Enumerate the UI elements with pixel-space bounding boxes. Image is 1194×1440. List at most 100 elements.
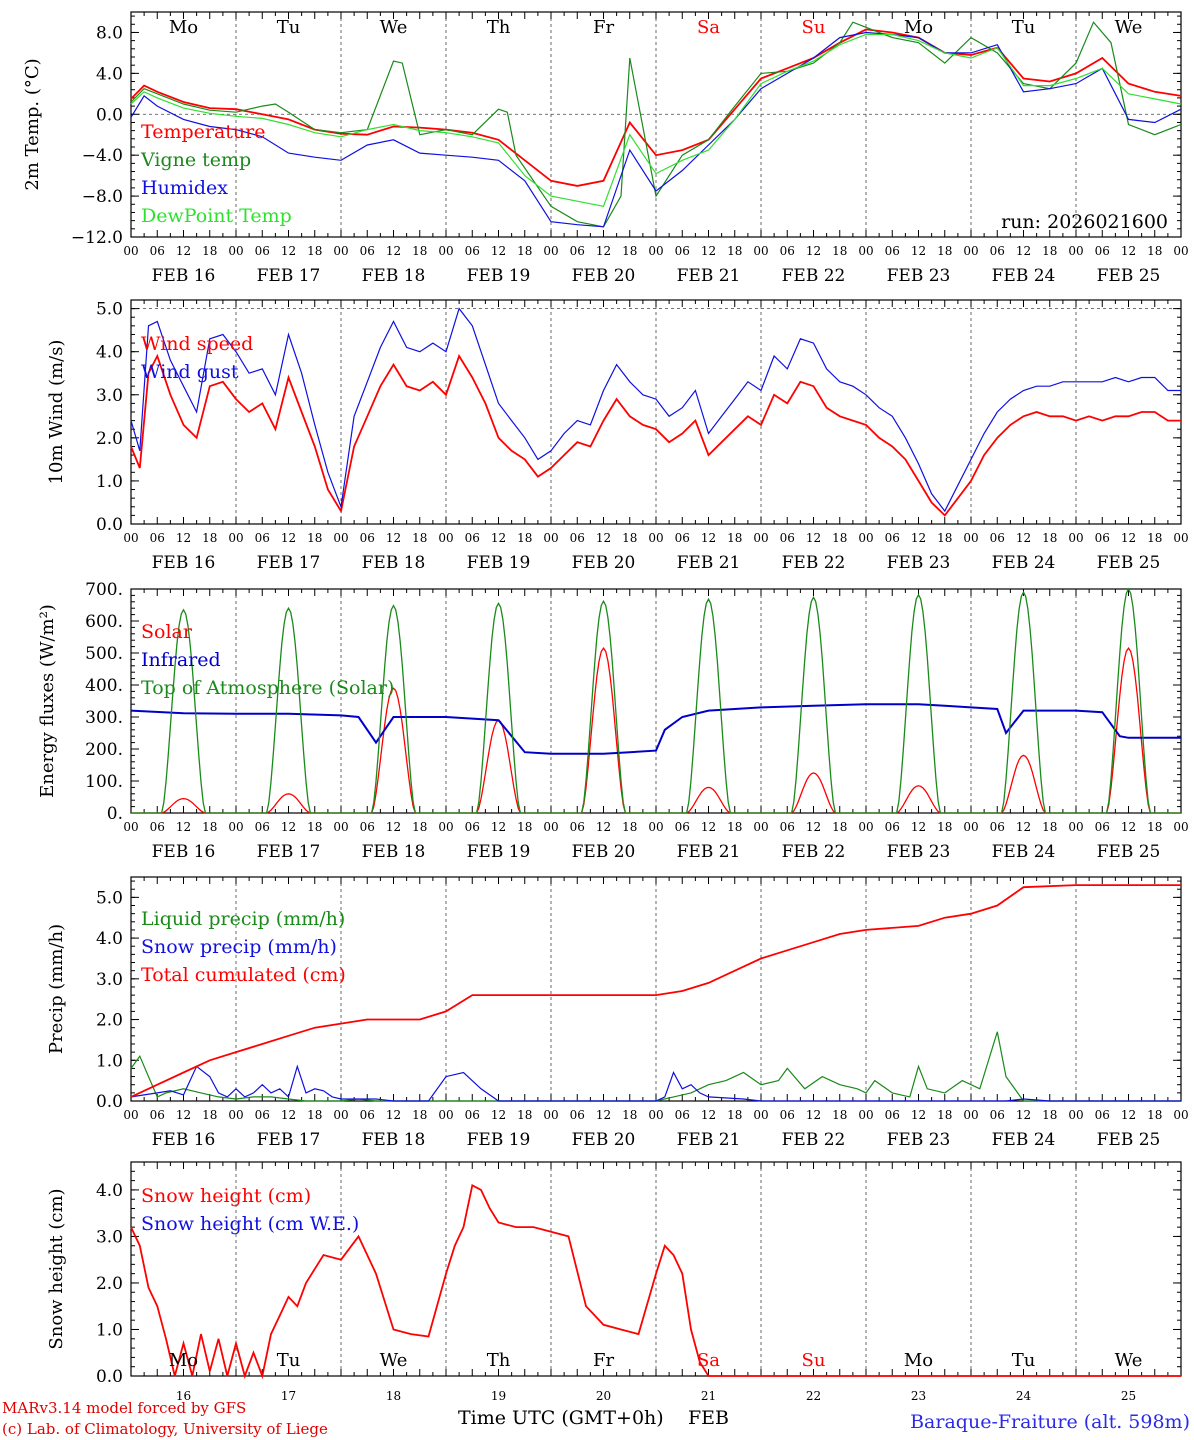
hour-label: 12 bbox=[911, 244, 926, 258]
y-tick-label: −4.0 bbox=[82, 146, 123, 166]
wind-speed-line bbox=[130, 353, 1181, 517]
hour-label: 06 bbox=[675, 820, 690, 834]
date-label: FEB 21 bbox=[677, 1130, 741, 1150]
hour-label: 06 bbox=[360, 820, 375, 834]
hour-label: 00 bbox=[333, 1108, 348, 1122]
bottom-day-number: 17 bbox=[281, 1389, 296, 1403]
weekday-label: We bbox=[380, 1350, 408, 1371]
hour-label: 06 bbox=[990, 1108, 1005, 1122]
weekday-label: Mo bbox=[169, 17, 198, 38]
date-label: FEB 20 bbox=[572, 266, 636, 286]
y-tick-label: 0. bbox=[107, 804, 123, 824]
hour-label: 06 bbox=[885, 531, 900, 545]
weekday-label: Sa bbox=[697, 1350, 720, 1371]
hour-label: 12 bbox=[386, 244, 401, 258]
hour-label: 00 bbox=[648, 531, 663, 545]
month-axis-label: FEB bbox=[688, 1407, 729, 1429]
hour-label: 00 bbox=[1068, 820, 1083, 834]
hour-label: 06 bbox=[1095, 244, 1110, 258]
date-label: FEB 16 bbox=[152, 1130, 216, 1150]
hour-label: 06 bbox=[675, 1108, 690, 1122]
hour-label: 00 bbox=[1173, 531, 1188, 545]
hour-label: 00 bbox=[1068, 244, 1083, 258]
hour-label: 06 bbox=[780, 1108, 795, 1122]
hour-label: 18 bbox=[1147, 1108, 1162, 1122]
hour-label: 18 bbox=[202, 1108, 217, 1122]
hour-label: 18 bbox=[307, 244, 322, 258]
date-label: FEB 16 bbox=[152, 842, 216, 862]
hour-label: 12 bbox=[1121, 244, 1136, 258]
bottom-day-number: 16 bbox=[176, 1389, 191, 1403]
hour-label: 18 bbox=[1042, 244, 1057, 258]
weekday-label: Mo bbox=[904, 17, 933, 38]
hour-label: 12 bbox=[1016, 1108, 1031, 1122]
weekday-label: Mo bbox=[169, 1350, 198, 1371]
hour-label: 18 bbox=[1042, 1108, 1057, 1122]
hour-label: 12 bbox=[911, 531, 926, 545]
hour-label: 06 bbox=[570, 820, 585, 834]
run-label: run: 2026021600 bbox=[1001, 211, 1168, 233]
hour-label: 06 bbox=[360, 244, 375, 258]
hour-label: 18 bbox=[517, 244, 532, 258]
hour-label: 12 bbox=[1016, 531, 1031, 545]
hour-label: 06 bbox=[885, 820, 900, 834]
y-tick-label: 2.0 bbox=[96, 1011, 123, 1031]
date-label: FEB 24 bbox=[992, 266, 1056, 286]
hour-label: 12 bbox=[176, 531, 191, 545]
hour-label: 12 bbox=[701, 820, 716, 834]
y-tick-label: 5.0 bbox=[96, 300, 123, 320]
date-label: FEB 25 bbox=[1097, 842, 1161, 862]
hour-label: 06 bbox=[360, 1108, 375, 1122]
weekday-label: Fr bbox=[593, 1350, 614, 1371]
bottom-day-number: 25 bbox=[1121, 1389, 1136, 1403]
hour-label: 12 bbox=[806, 531, 821, 545]
hour-label: 00 bbox=[648, 1108, 663, 1122]
y-tick-label: 100. bbox=[85, 772, 123, 792]
y-tick-label: 1.0 bbox=[96, 1320, 123, 1340]
temperature-ylabel: 2m Temp. (°C) bbox=[22, 58, 43, 190]
hour-label: 12 bbox=[596, 531, 611, 545]
wind-gust-line bbox=[130, 307, 1181, 513]
legend-top-of-atmosphere-solar: Top of Atmosphere (Solar) bbox=[141, 677, 394, 699]
hour-label: 18 bbox=[307, 531, 322, 545]
hour-label: 18 bbox=[202, 244, 217, 258]
hour-label: 12 bbox=[596, 244, 611, 258]
hour-label: 00 bbox=[963, 1108, 978, 1122]
hour-label: 06 bbox=[465, 1108, 480, 1122]
y-tick-label: 0.0 bbox=[96, 515, 123, 535]
hour-label: 00 bbox=[228, 1108, 243, 1122]
y-tick-label: 400. bbox=[85, 676, 123, 696]
hour-label: 12 bbox=[806, 1108, 821, 1122]
hour-label: 12 bbox=[1016, 244, 1031, 258]
hour-label: 18 bbox=[727, 244, 742, 258]
date-label: FEB 19 bbox=[467, 1130, 531, 1150]
total-cumulated-cm-line bbox=[130, 884, 1181, 1098]
legend-snow-height-cm: Snow height (cm) bbox=[141, 1185, 311, 1207]
date-label: FEB 17 bbox=[257, 266, 321, 286]
date-label: FEB 17 bbox=[257, 842, 321, 862]
hour-label: 12 bbox=[701, 1108, 716, 1122]
hour-label: 18 bbox=[622, 1108, 637, 1122]
date-label: FEB 17 bbox=[257, 553, 321, 573]
date-label: FEB 25 bbox=[1097, 553, 1161, 573]
energy-panel bbox=[130, 587, 1182, 814]
hour-label: 18 bbox=[937, 820, 952, 834]
hour-label: 00 bbox=[123, 531, 138, 545]
hour-label: 06 bbox=[255, 1108, 270, 1122]
hour-label: 18 bbox=[307, 1108, 322, 1122]
y-tick-label: −12.0 bbox=[71, 228, 123, 248]
weekday-label: Sa bbox=[697, 17, 720, 38]
hour-label: 06 bbox=[150, 531, 165, 545]
hour-label: 12 bbox=[491, 820, 506, 834]
hour-label: 18 bbox=[202, 531, 217, 545]
precip-ylabel: Precip (mm/h) bbox=[46, 924, 67, 1054]
hour-label: 00 bbox=[438, 244, 453, 258]
hour-label: 00 bbox=[123, 244, 138, 258]
hour-label: 12 bbox=[491, 531, 506, 545]
legend-wind-gust: Wind gust bbox=[141, 361, 239, 383]
hour-label: 12 bbox=[176, 1108, 191, 1122]
hour-label: 06 bbox=[255, 244, 270, 258]
hour-label: 00 bbox=[438, 1108, 453, 1122]
hour-label: 00 bbox=[1068, 531, 1083, 545]
hour-label: 18 bbox=[1147, 531, 1162, 545]
